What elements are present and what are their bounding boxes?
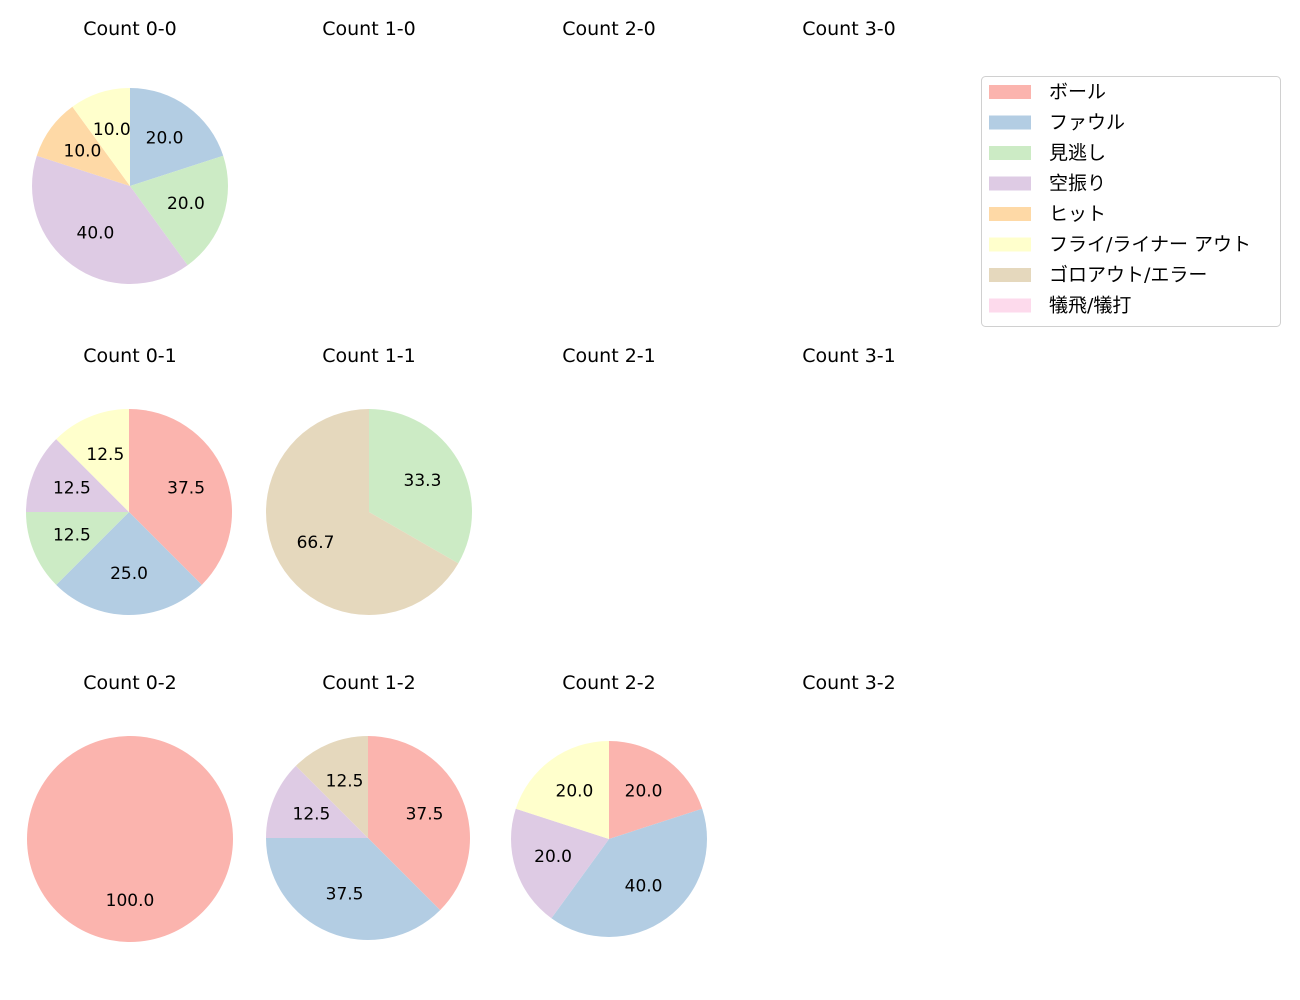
pie-slice-空振り	[26, 439, 129, 512]
pie-slice-ファウル	[56, 512, 202, 615]
pie-slice-ボール	[27, 736, 233, 942]
subplot-title: Count 3-2	[802, 672, 896, 694]
subplot-count-3-0: Count 3-0	[802, 18, 896, 40]
subplot-count-0-0: Count 0-0 20.0 20.0 40.0 10.010.0	[31, 18, 228, 285]
subplot-count-1-0: Count 1-0	[322, 18, 416, 40]
slice-label: 37.5	[167, 478, 205, 498]
pie-slice-ファウル	[130, 88, 224, 186]
subplot-count-2-2: Count 2-2 20.0 40.0 20.0 20.0	[510, 672, 708, 938]
legend-label: ボール	[1049, 81, 1106, 103]
subplot-title: Count 0-1	[83, 345, 177, 367]
pie-slice-空振り	[510, 808, 609, 919]
subplot-title: Count 2-1	[562, 345, 656, 367]
legend-swatch	[989, 268, 1031, 282]
pie-slice-見逃し	[130, 155, 228, 266]
slice-label: 12.5	[86, 445, 124, 465]
legend-label: 犠飛/犠打	[1049, 295, 1131, 317]
subplot-title: Count 2-0	[562, 18, 656, 40]
pie-slice-ゴロアウト/エラー	[295, 736, 368, 838]
slice-label: 66.7	[297, 533, 335, 553]
slice-label: 12.5	[293, 805, 331, 825]
slice-label: 20.0	[146, 128, 184, 148]
slice-label: 12.5	[326, 771, 364, 791]
subplot-count-0-1: Count 0-1 37.5 25.0 12.5 12.5 12.5	[26, 345, 232, 615]
legend-swatch	[989, 298, 1031, 313]
legend-swatch	[989, 115, 1031, 130]
legend-swatch	[989, 237, 1031, 252]
slice-label: 10.0	[93, 120, 131, 140]
subplot-title: Count 1-1	[322, 345, 416, 367]
legend-swatch	[989, 176, 1031, 191]
subplot-title: Count 1-2	[322, 672, 416, 694]
legend-label: 見逃し	[1049, 142, 1106, 164]
legend-frame	[981, 76, 1281, 327]
legend-swatch	[989, 85, 1031, 99]
pie-slice-ファウル	[551, 808, 708, 938]
slice-label: 100.0	[106, 891, 155, 911]
slice-label: 40.0	[77, 224, 115, 244]
slice-label: 37.5	[406, 805, 444, 825]
pie-slice-フライ/ライナー アウト	[72, 88, 130, 186]
pie-slice-空振り	[31, 155, 188, 285]
slice-label: 20.0	[556, 781, 594, 801]
pie-slice-ファウル	[266, 838, 441, 940]
subplot-title: Count 2-2	[562, 672, 656, 694]
pie-slice-ヒット	[36, 106, 130, 186]
legend-swatch	[989, 146, 1031, 160]
slice-label: 20.0	[534, 847, 572, 867]
subplot-count-1-2: Count 1-2 37.5 37.5 12.5 12.5	[266, 672, 471, 940]
slice-label: 40.0	[625, 877, 663, 897]
slice-label: 37.5	[326, 885, 364, 905]
slice-label: 12.5	[53, 478, 91, 498]
pie-slice-ボール	[129, 409, 232, 585]
subplot-title: Count 1-0	[322, 18, 416, 40]
legend-label: ヒット	[1049, 203, 1106, 225]
subplot-count-3-2: Count 3-2	[802, 672, 896, 694]
subplot-title: Count 0-2	[83, 672, 177, 694]
slice-label: 12.5	[53, 526, 91, 546]
slice-label: 33.3	[404, 471, 442, 491]
slice-label: 20.0	[625, 781, 663, 801]
pie-slice-ボール	[609, 741, 703, 839]
pie-slice-見逃し	[369, 409, 472, 564]
pie-slice-ゴロアウト/エラー	[266, 409, 459, 616]
pie-slice-ボール	[368, 735, 471, 911]
legend-swatch	[989, 207, 1031, 221]
slice-label: 20.0	[167, 194, 205, 214]
subplot-count-3-1: Count 3-1	[802, 345, 896, 367]
legend-label: フライ/ライナー アウト	[1049, 234, 1251, 256]
subplot-title: Count 0-0	[83, 18, 177, 40]
legend-label: 空振り	[1049, 173, 1106, 195]
pie-slice-フライ/ライナー アウト	[56, 409, 130, 512]
subplot-count-2-1: Count 2-1	[562, 345, 656, 367]
subplot-count-0-2: Count 0-2 100.0	[27, 672, 233, 942]
pie-slice-フライ/ライナー アウト	[515, 741, 609, 839]
legend-label: ファウル	[1049, 112, 1125, 134]
slice-label: 10.0	[64, 141, 102, 161]
subplot-title: Count 3-0	[802, 18, 896, 40]
subplot-title: Count 3-1	[802, 345, 896, 367]
subplot-count-2-0: Count 2-0	[562, 18, 656, 40]
subplot-count-1-1: Count 1-1 33.3 66.7	[266, 345, 472, 616]
legend-label: ゴロアウト/エラー	[1049, 264, 1207, 286]
slice-label: 25.0	[110, 564, 148, 584]
pie-slice-空振り	[266, 765, 368, 838]
pie-slice-見逃し	[26, 512, 129, 585]
